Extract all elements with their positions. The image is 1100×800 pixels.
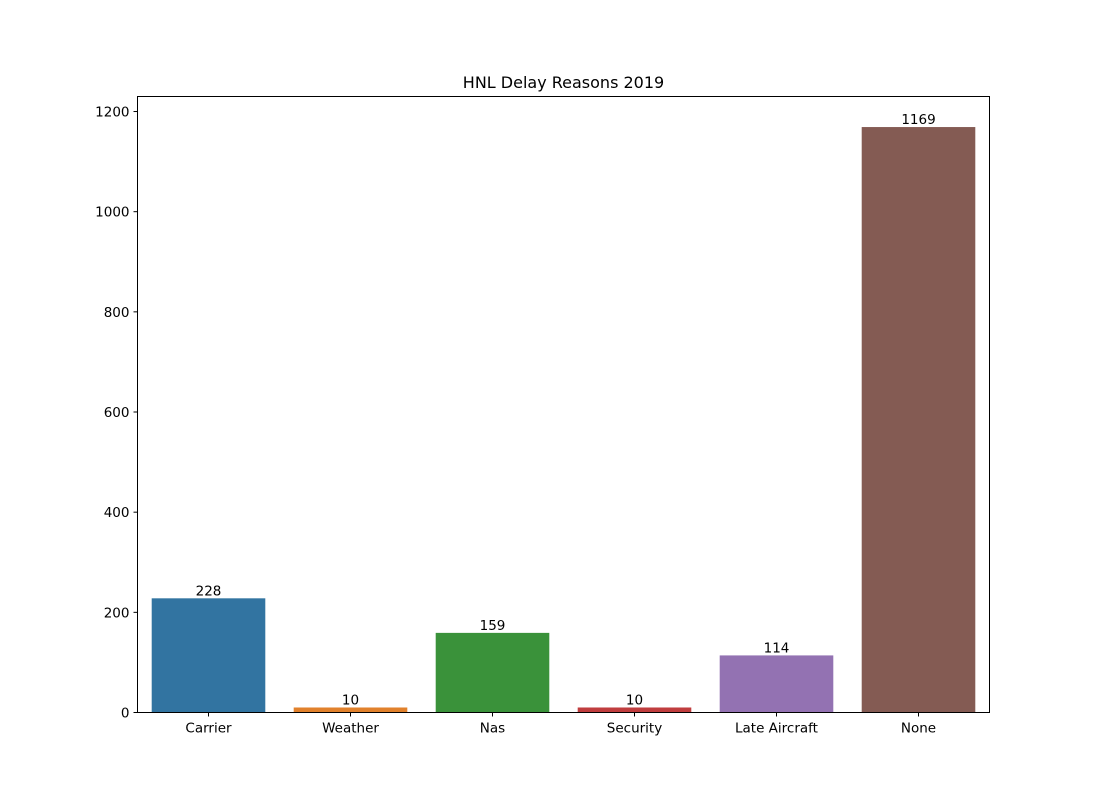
- x-axis: Carrier Weather Nas Security Late Aircraft No…: [185, 712, 936, 737]
- bar-value-label-none: 1169: [901, 112, 935, 128]
- bar-value-label-security: 10: [626, 692, 643, 708]
- bar-security: [577, 707, 692, 713]
- bar-late-aircraft: [719, 655, 834, 713]
- y-tick-label-1200: 1200: [95, 105, 129, 121]
- x-tick-label-none: None: [901, 721, 936, 737]
- x-tick-label-weather: Weather: [322, 721, 379, 737]
- bar-none: [861, 127, 976, 713]
- bar-carrier: [151, 598, 266, 713]
- y-tick-label-200: 200: [104, 605, 130, 621]
- plot-frame: [137, 96, 990, 713]
- x-tick-label-nas: Nas: [480, 721, 505, 737]
- y-tick-label-0: 0: [121, 706, 130, 722]
- bar-value-label-weather: 10: [342, 692, 359, 708]
- bar-value-label-carrier: 228: [196, 583, 222, 599]
- chart-title: HNL Delay Reasons 2019: [463, 73, 664, 92]
- bar-nas: [435, 632, 550, 713]
- y-tick-label-800: 800: [104, 305, 130, 321]
- y-tick-label-600: 600: [104, 405, 130, 421]
- y-tick-label-1000: 1000: [95, 205, 129, 221]
- bars-layer: [151, 127, 976, 713]
- bar-value-label-nas: 159: [480, 618, 506, 634]
- x-tick-label-carrier: Carrier: [185, 721, 232, 737]
- bar-value-labels: 228 10 159 10 114 1169: [196, 112, 936, 708]
- y-tick-label-400: 400: [104, 505, 130, 521]
- x-tick-label-late-aircraft: Late Aircraft: [735, 721, 818, 737]
- x-tick-label-security: Security: [607, 721, 662, 737]
- bar-value-label-late-aircraft: 114: [764, 640, 790, 656]
- y-axis: 0 200 400 600 800 1000 1200: [95, 105, 138, 722]
- bar-weather: [293, 707, 408, 713]
